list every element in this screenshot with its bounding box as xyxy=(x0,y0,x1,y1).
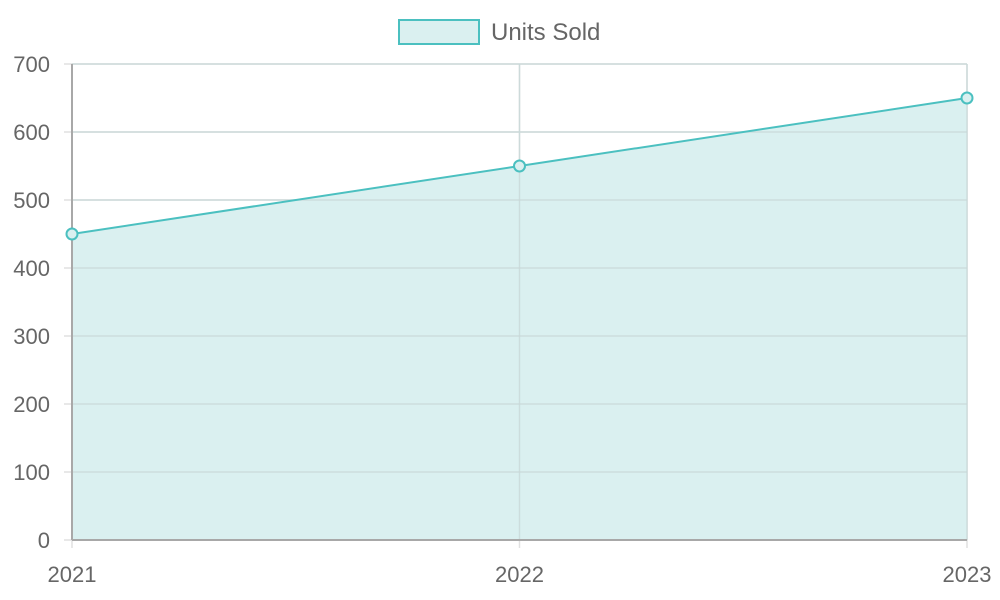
data-point-2021[interactable] xyxy=(65,227,79,241)
tick-labels: 0 100 200 300 400 500 600 700 2021 2022 2023 xyxy=(13,52,991,587)
y-tick-label: 500 xyxy=(13,188,50,213)
x-tick-label: 2023 xyxy=(943,562,992,587)
y-tick-label: 200 xyxy=(13,392,50,417)
y-tick-label: 100 xyxy=(13,460,50,485)
legend-swatch-units-sold xyxy=(398,19,480,45)
data-points xyxy=(65,91,974,241)
x-tick-label: 2022 xyxy=(495,562,544,587)
y-tick-label: 300 xyxy=(13,324,50,349)
legend[interactable]: Units Sold xyxy=(398,19,600,46)
data-point-2022[interactable] xyxy=(513,159,526,173)
y-tick-label: 0 xyxy=(38,528,50,553)
legend-label-units-sold: Units Sold xyxy=(491,19,600,46)
y-tick-label: 600 xyxy=(13,120,50,145)
x-tick-label: 2021 xyxy=(48,562,97,587)
area-fill xyxy=(71,63,968,541)
data-point-2023[interactable] xyxy=(960,91,974,105)
axes xyxy=(64,63,968,548)
y-tick-label: 700 xyxy=(13,52,50,77)
y-tick-label: 400 xyxy=(13,256,50,281)
